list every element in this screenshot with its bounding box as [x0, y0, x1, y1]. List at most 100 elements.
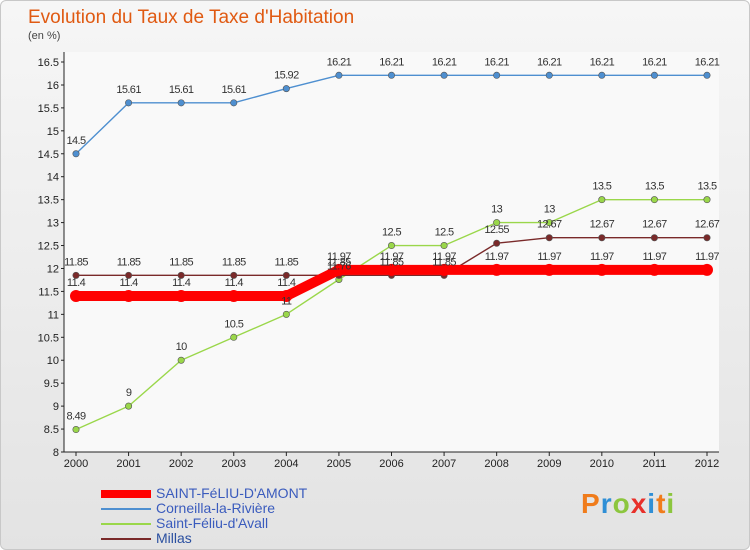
series-point-1	[650, 71, 658, 79]
data-label: 16.21	[484, 56, 509, 68]
series-point-0	[543, 263, 556, 276]
series-point-2	[545, 219, 553, 227]
series-point-1	[125, 99, 133, 107]
data-label: 16.21	[327, 56, 352, 68]
chart-title: Evolution du Taux de Taxe d'Habitation	[28, 7, 355, 28]
data-label: 12.5	[382, 227, 401, 239]
series-point-3	[125, 271, 133, 279]
data-label: 13.5	[697, 181, 716, 193]
y-tick-label: 10.5	[38, 332, 59, 344]
y-tick-label: 11	[48, 309, 59, 321]
data-label: 15.61	[221, 84, 246, 96]
series-point-3	[545, 234, 553, 242]
series-point-1	[440, 71, 448, 79]
x-tick-label: 2010	[590, 458, 614, 470]
series-point-1	[493, 71, 501, 79]
logo-letter: i	[666, 488, 676, 519]
data-label: 14.5	[66, 135, 85, 147]
y-tick-label: 14	[47, 172, 59, 184]
y-tick-label: 9	[53, 401, 59, 413]
data-label: 8.49	[66, 411, 85, 423]
y-tick-label: 8.5	[44, 424, 59, 436]
proxiti-logo: Proxiti	[581, 488, 675, 520]
y-tick-label: 13.5	[38, 195, 59, 207]
data-label: 12.67	[590, 219, 615, 231]
x-tick-label: 2006	[379, 458, 403, 470]
series-point-1	[598, 71, 606, 79]
data-label: 11.85	[117, 256, 141, 268]
data-label: 11	[281, 295, 292, 307]
x-tick-label: 2008	[484, 458, 508, 470]
logo-letter: t	[656, 488, 667, 519]
legend-swatch	[101, 490, 151, 498]
x-tick-label: 2005	[327, 458, 351, 470]
series-point-3	[177, 271, 185, 279]
series-point-1	[335, 71, 343, 79]
y-tick-label: 15	[47, 126, 59, 138]
logo-letter: r	[600, 488, 613, 519]
data-label: 11.4	[225, 277, 244, 289]
series-point-2	[177, 356, 185, 364]
series-point-1	[545, 71, 553, 79]
logo-letter: o	[612, 488, 631, 519]
series-point-3	[493, 239, 501, 247]
x-tick-label: 2004	[274, 458, 298, 470]
x-tick-label: 2009	[537, 458, 561, 470]
data-label: 9	[126, 387, 132, 399]
data-label: 13	[491, 204, 503, 216]
data-label: 11.4	[277, 277, 296, 289]
series-point-2	[230, 333, 238, 341]
data-label: 11.85	[222, 256, 246, 268]
series-point-2	[703, 196, 711, 204]
series-point-3	[703, 234, 711, 242]
y-tick-label: 13	[47, 218, 59, 230]
series-point-2	[387, 242, 395, 250]
series-point-3	[598, 234, 606, 242]
data-label: 16.21	[379, 56, 404, 68]
data-label: 13	[544, 204, 556, 216]
series-point-0	[122, 290, 135, 302]
data-label: 15.92	[274, 70, 299, 82]
data-label: 11.97	[695, 251, 719, 263]
series-point-0	[70, 290, 82, 302]
x-tick-label: 2000	[64, 458, 88, 470]
y-tick-label: 16	[47, 80, 59, 92]
x-tick-label: 2007	[432, 458, 456, 470]
series-point-2	[282, 310, 290, 318]
x-tick-label: 2002	[169, 458, 193, 470]
x-tick-label: 2003	[222, 458, 246, 470]
series-point-2	[125, 402, 133, 410]
data-label: 11.85	[327, 256, 351, 268]
data-label: 11.97	[590, 251, 614, 263]
series-point-1	[177, 99, 185, 107]
legend-label: Millas	[156, 530, 192, 546]
series-point-1	[282, 85, 290, 93]
legend-label: Corneilla-la-Rivière	[156, 500, 276, 516]
x-tick-label: 2011	[643, 458, 667, 470]
data-label: 11.97	[643, 251, 667, 263]
legend-label: Saint-Féliu-d'Avall	[156, 515, 269, 531]
series-point-1	[387, 71, 395, 79]
series-point-3	[230, 271, 238, 279]
y-tick-label: 15.5	[38, 103, 59, 115]
series-point-0	[648, 263, 661, 276]
series-point-2	[650, 196, 658, 204]
data-label: 16.21	[537, 56, 562, 68]
data-label: 16.21	[590, 56, 615, 68]
data-label: 15.61	[116, 84, 141, 96]
logo-letter: P	[581, 488, 601, 519]
data-label: 11.85	[169, 256, 193, 268]
y-tick-label: 12.5	[38, 241, 59, 253]
legend-swatch	[101, 538, 151, 540]
series-point-0	[175, 290, 188, 302]
x-tick-label: 2012	[695, 458, 719, 470]
data-label: 16.21	[695, 56, 720, 68]
series-point-0	[227, 290, 240, 302]
data-label: 10	[176, 341, 188, 353]
data-label: 11.85	[380, 256, 404, 268]
data-label: 16.21	[642, 56, 667, 68]
series-point-0	[490, 263, 503, 276]
data-label: 11.85	[432, 256, 456, 268]
